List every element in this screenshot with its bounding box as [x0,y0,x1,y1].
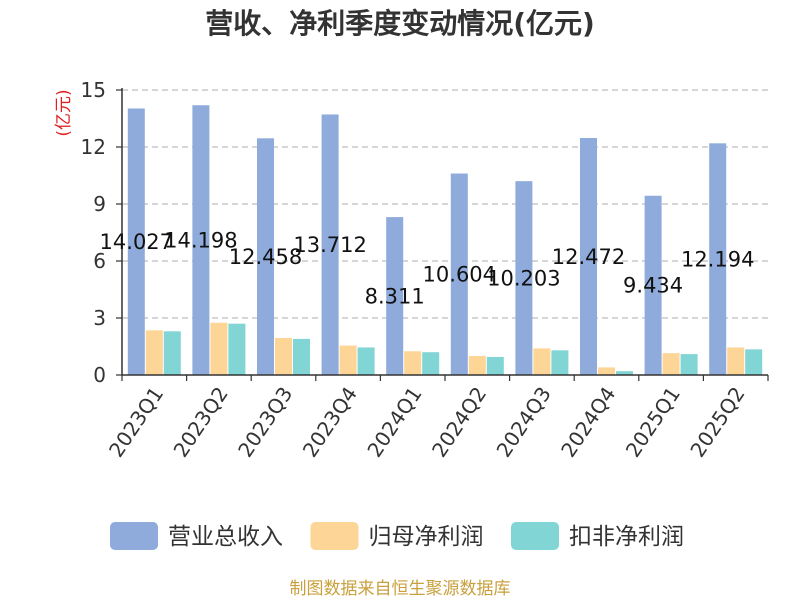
legend-swatch [310,522,359,550]
chart-title: 营收、净利季度变动情况(亿元) [205,7,595,40]
bar-revenue [450,173,468,375]
data-label: 14.027 [100,230,173,254]
bar-revenue [644,195,662,375]
bar-revenue [321,114,339,376]
bar-net-profit [145,330,163,375]
x-tick-label: 2023Q3 [233,382,297,461]
bar-net-profit [533,348,551,375]
bar-deducted-net-profit [616,371,633,375]
legend-item-deducted-net-profit[interactable]: 扣非净利润 [511,522,684,550]
bar-net-profit [662,353,680,375]
bars [127,105,763,376]
data-source-note: 制图数据来自恒生聚源数据库 [290,579,511,599]
legend-label: 归母净利润 [369,524,484,550]
y-axis-label: (亿元) [54,89,74,136]
bar-net-profit [468,356,486,375]
bar-net-profit [727,347,745,375]
x-axis-labels: 2023Q1 2023Q2 2023Q3 2023Q4 2024Q1 2024Q2 2024… [104,382,750,461]
legend-label: 营业总收入 [168,524,283,550]
data-label: 12.458 [229,245,302,269]
bar-deducted-net-profit [357,347,375,375]
bar-net-profit [275,337,292,375]
data-label: 14.198 [164,228,237,252]
x-tick-label: 2023Q1 [104,382,168,461]
y-tick-label: 0 [93,363,106,387]
bar-revenue [709,143,727,375]
data-label: 10.604 [423,263,496,287]
bar-deducted-net-profit [551,350,569,375]
legend-item-net-profit[interactable]: 归母净利润 [310,522,484,550]
bar-deducted-net-profit [228,323,246,375]
bar-net-profit [598,367,615,375]
legend-item-revenue[interactable]: 营业总收入 [110,522,283,550]
x-tick-label: 2024Q3 [492,382,556,461]
legend-label: 扣非净利润 [569,524,684,550]
bar-deducted-net-profit [163,331,181,375]
bar-net-profit [339,345,357,375]
y-tick-label: 9 [93,192,106,216]
bar-revenue [192,105,210,375]
legend: 营业总收入 归母净利润 扣非净利润 [110,522,684,550]
x-tick-label: 2024Q2 [427,382,491,461]
bar-deducted-net-profit [422,352,440,375]
bar-deducted-net-profit [680,354,698,375]
data-label: 12.472 [552,245,625,269]
x-tick-label: 2024Q4 [556,382,620,461]
legend-swatch [110,522,158,550]
data-label: 10.203 [487,266,560,290]
axes: 0 3 6 9 12 15 [81,78,769,387]
x-tick-label: 2024Q1 [362,382,426,461]
bar-revenue [580,138,597,375]
bar-revenue [515,181,533,375]
x-tick-label: 2025Q2 [685,382,749,461]
bar-deducted-net-profit [745,349,763,375]
bar-revenue [127,108,145,375]
x-tick-label: 2023Q4 [298,382,362,461]
legend-swatch [511,522,559,550]
y-tick-label: 15 [81,78,106,102]
y-tick-label: 12 [81,135,106,159]
x-tick-label: 2023Q2 [169,382,233,461]
y-tick-label: 3 [93,306,106,330]
gridlines [122,89,768,319]
bar-revenue [386,217,404,375]
bar-deducted-net-profit [486,356,504,375]
bar-deducted-net-profit [293,338,310,375]
data-label: 13.712 [293,233,366,257]
bar-revenue [257,138,274,375]
y-tick-label: 6 [93,249,106,273]
data-label: 12.194 [681,248,754,272]
bar-net-profit [404,351,422,375]
data-label: 8.311 [365,284,425,308]
x-tick-label: 2025Q1 [621,382,685,461]
data-label: 9.434 [623,274,683,298]
bar-net-profit [210,322,228,375]
